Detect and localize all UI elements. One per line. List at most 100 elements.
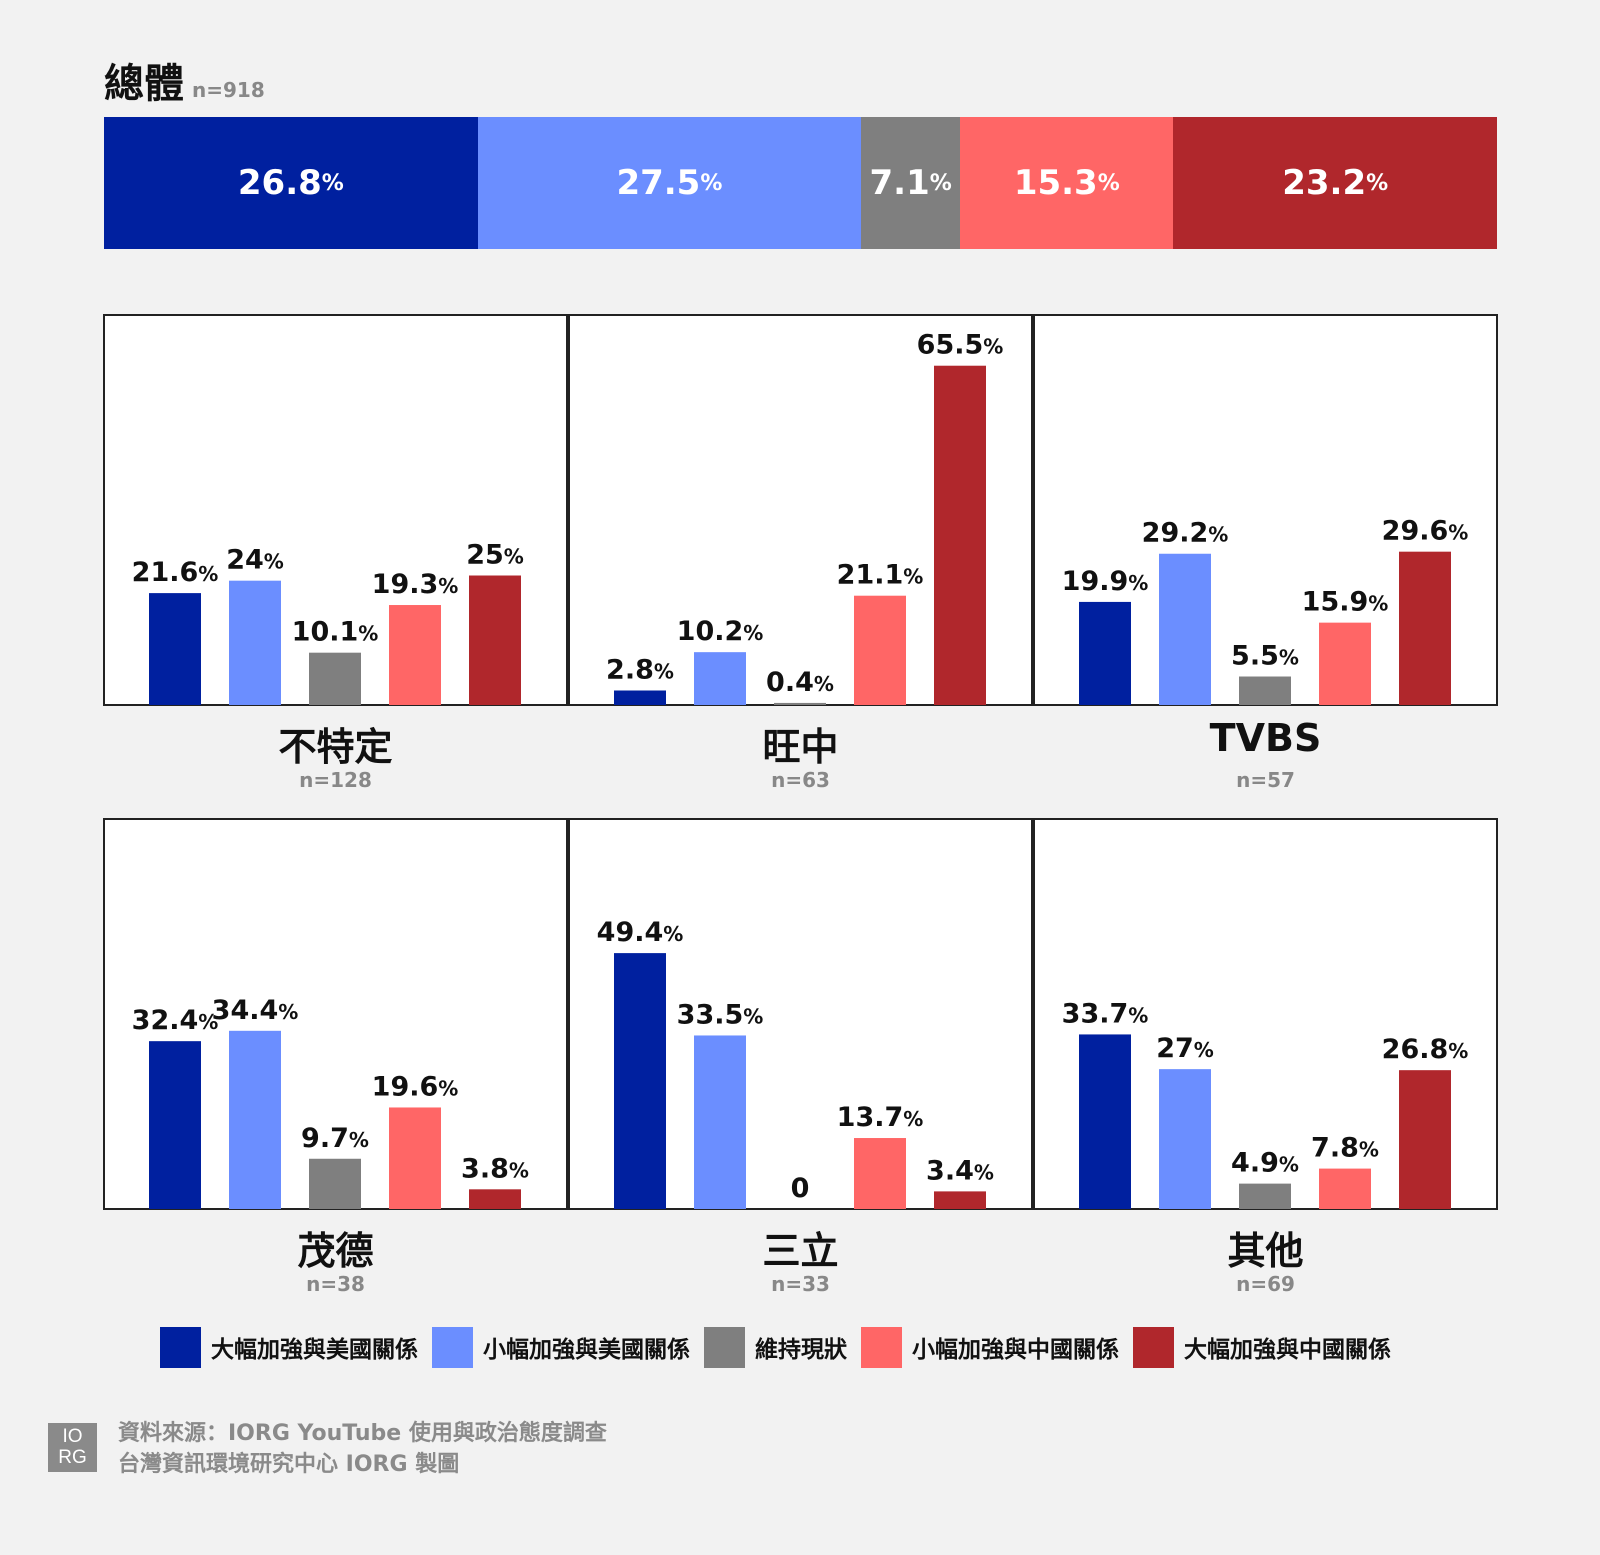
data-label: 65.5%	[917, 330, 1004, 361]
data-label: 2.8%	[606, 654, 674, 685]
category-label: 不特定	[278, 725, 393, 769]
data-label: 0	[791, 1173, 810, 1204]
bar	[1399, 1070, 1451, 1209]
data-label: 10.1%	[292, 617, 379, 648]
data-label: 33.7%	[1062, 998, 1149, 1029]
bar	[1239, 676, 1291, 705]
category-n: n=69	[1236, 1272, 1295, 1296]
panel-3: 32.4% 34.4% 9.7% 19.6% 3.8%	[103, 818, 568, 1210]
data-label: 3.4%	[926, 1155, 994, 1186]
bar	[1319, 622, 1371, 705]
legend-swatch	[861, 1326, 902, 1368]
panel-chart: 2.8%10.2%0.4% 21.1% 65.5%	[568, 314, 1033, 706]
legend-item: 維持現狀	[704, 1326, 847, 1368]
overall-segment-3: 15.3%	[960, 117, 1174, 249]
logo-line-2: RG	[58, 1447, 87, 1468]
data-label: 5.5%	[1231, 641, 1299, 672]
data-label: 10.2%	[677, 616, 764, 647]
panel-chart: 33.7%27% 4.9% 7.8% 26.8%	[1033, 818, 1498, 1210]
overall-segment-label: 23.2	[1282, 163, 1367, 203]
overall-segment-label: 15.3	[1013, 163, 1098, 203]
legend-item: 大幅加強與中國關係	[1133, 1326, 1391, 1368]
source-line-1: 資料來源：IORG YouTube 使用與政治態度調查	[118, 1421, 607, 1446]
percent-sign: %	[321, 170, 344, 196]
bar	[149, 593, 201, 705]
data-label: 27%	[1156, 1033, 1214, 1064]
overall-title-text: 總體	[104, 61, 184, 107]
legend-item: 小幅加強與中國關係	[861, 1326, 1119, 1368]
data-label: 19.6%	[372, 1071, 459, 1102]
category-n: n=57	[1236, 768, 1295, 792]
overall-stacked-bar: 26.8% 27.5% 7.1% 15.3% 23.2%	[104, 117, 1497, 249]
source-note: 資料來源：IORG YouTube 使用與政治態度調查 台灣資訊環境研究中心 I…	[118, 1418, 607, 1480]
data-label: 7.8%	[1311, 1133, 1379, 1164]
legend-label: 小幅加強與中國關係	[912, 1337, 1119, 1363]
category-label: 旺中	[762, 725, 839, 769]
bar	[469, 575, 521, 705]
bar	[1239, 1183, 1291, 1209]
bar	[229, 580, 281, 705]
data-label: 21.1%	[837, 560, 924, 591]
bar	[1079, 601, 1131, 705]
bar	[1159, 1069, 1211, 1209]
overall-segment-1: 27.5%	[477, 117, 862, 249]
bar	[149, 1041, 201, 1209]
bar	[389, 605, 441, 705]
overall-segment-0: 26.8%	[104, 117, 478, 249]
bar	[934, 1191, 986, 1209]
legend-label: 小幅加強與美國關係	[483, 1337, 690, 1363]
panel-0: 21.6% 24% 10.1% 19.3% 25%	[103, 314, 568, 706]
bar	[774, 702, 826, 705]
percent-sign: %	[1097, 170, 1120, 196]
category-label: 其他	[1227, 1229, 1304, 1273]
bar	[469, 1189, 521, 1209]
category-label: 茂德	[297, 1229, 374, 1273]
overall-segment-4: 23.2%	[1173, 117, 1497, 249]
bar	[854, 1138, 906, 1209]
bar	[1159, 553, 1211, 705]
bar	[389, 1107, 441, 1209]
data-label: 32.4%	[132, 1005, 219, 1036]
data-label: 33.5%	[677, 999, 764, 1030]
legend-item: 大幅加強與美國關係	[160, 1326, 418, 1368]
panel-chart: 49.4% 33.5% 0 13.7%3.4%	[568, 818, 1033, 1210]
bar	[1079, 1034, 1131, 1209]
source-line-2: 台灣資訊環境研究中心 IORG 製圖	[118, 1452, 460, 1477]
bar	[229, 1030, 281, 1209]
overall-title: 總體 n=918	[104, 60, 265, 114]
data-label: 0.4%	[766, 667, 834, 698]
bar	[694, 652, 746, 705]
bar	[1399, 551, 1451, 705]
panel-chart: 21.6% 24% 10.1% 19.3%25%	[103, 314, 568, 706]
panel-chart: 32.4%34.4% 9.7%19.6% 3.8%	[103, 818, 568, 1210]
data-label: 21.6%	[132, 557, 219, 588]
data-label: 29.6%	[1382, 516, 1469, 547]
bar	[614, 690, 666, 705]
data-label: 34.4%	[212, 995, 299, 1026]
legend-swatch	[432, 1326, 473, 1368]
bar	[1319, 1168, 1371, 1209]
data-label: 19.3%	[372, 569, 459, 600]
bar	[934, 365, 986, 705]
overall-segment-label: 27.5	[616, 163, 701, 203]
data-label: 15.9%	[1302, 587, 1389, 618]
bar	[309, 1158, 361, 1209]
data-label: 9.7%	[301, 1123, 369, 1154]
overall-n: n=918	[192, 78, 265, 102]
legend-label: 大幅加強與美國關係	[211, 1337, 418, 1363]
legend-swatch	[1133, 1326, 1174, 1368]
legend-swatch	[160, 1326, 201, 1368]
logo-line-1: IO	[62, 1426, 83, 1447]
data-label: 26.8%	[1382, 1034, 1469, 1065]
legend-label: 大幅加強與中國關係	[1184, 1337, 1391, 1363]
data-label: 25%	[466, 540, 524, 571]
percent-sign: %	[700, 170, 723, 196]
panel-5: 33.7% 27% 4.9% 7.8% 26.8%	[1033, 818, 1498, 1210]
iorg-logo: IO RG	[48, 1423, 97, 1472]
data-label: 4.9%	[1231, 1148, 1299, 1179]
data-label: 29.2%	[1142, 518, 1229, 549]
category-label: TVBS	[1209, 716, 1322, 760]
bar	[309, 652, 361, 705]
bar	[614, 953, 666, 1209]
legend-item: 小幅加強與美國關係	[432, 1326, 690, 1368]
